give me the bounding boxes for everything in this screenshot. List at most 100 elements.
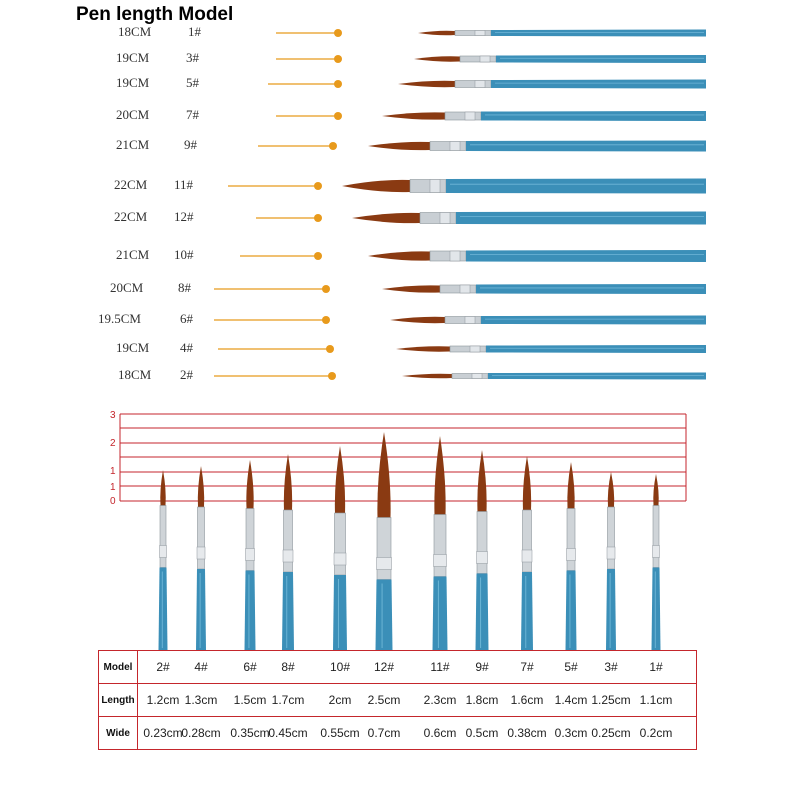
wide-cell: 0.6cm (423, 726, 457, 740)
row-model-label: 1# (188, 24, 201, 39)
ferrule-crimp (429, 179, 441, 193)
row-model-label: 5# (186, 75, 199, 90)
wide-cell: 0.35cm (230, 726, 270, 740)
length-cell: 1.5cm (233, 693, 267, 707)
row-length-label: 20CM (110, 280, 144, 295)
length-cell: 2.3cm (423, 693, 457, 707)
model-cell: 2# (156, 660, 170, 674)
wide-cell: 0.2cm (639, 726, 673, 740)
wide-cell: 0.23cm (143, 726, 183, 740)
row-model-label: 8# (178, 280, 191, 295)
row-model-label: 11# (174, 177, 194, 192)
model-cell: 11# (430, 660, 450, 674)
bristle (396, 346, 450, 352)
bristle (402, 373, 452, 379)
model-row: Model 2# 4# 6# 8# 10# 12# 11# 9# 7# 5# 3# 1# (98, 650, 697, 684)
pointer-dot (334, 29, 342, 37)
handle (521, 572, 533, 650)
bristle (368, 141, 430, 151)
handle (481, 315, 706, 325)
ferrule (451, 373, 489, 379)
bristle (246, 460, 254, 509)
bristle (418, 30, 455, 36)
pointer-dot (314, 214, 322, 222)
scale-tick-label: 0 (110, 496, 116, 507)
length-row: Length 1.2cm 1.3cm 1.5cm 1.7cm 2cm 2.5cm 2.3cm… (98, 683, 697, 717)
wide-cell: 0.25cm (591, 726, 631, 740)
wide-cell: 0.45cm (268, 726, 308, 740)
model-cell: 3# (604, 660, 618, 674)
model-cell: 9# (475, 660, 489, 674)
pointer-dot (322, 316, 330, 324)
ferrule (454, 80, 492, 88)
ferrule-crimp (469, 345, 481, 353)
ferrule-crimp (464, 316, 476, 324)
handle (244, 570, 256, 650)
row-model-label: 9# (184, 137, 197, 152)
bristle (567, 462, 575, 509)
bristle (283, 454, 293, 510)
bristle (382, 112, 445, 120)
bristle (352, 212, 420, 224)
wide-cell: 0.5cm (465, 726, 499, 740)
ferrule-crimp (652, 545, 660, 558)
length-cell: 1.25cm (591, 693, 631, 707)
bristle (334, 446, 346, 513)
model-cell: 7# (520, 660, 534, 674)
bristle (382, 285, 440, 293)
bristle (342, 179, 410, 193)
handle (491, 29, 706, 37)
wide-cell: 0.3cm (554, 726, 588, 740)
ferrule-crimp (333, 552, 347, 566)
scale-tick-label: 1 (110, 466, 116, 477)
ferrule-crimp (439, 212, 451, 224)
handle (606, 569, 616, 650)
pointer-dot (334, 112, 342, 120)
ferrule-crimp (459, 284, 471, 294)
length-cell: 1.2cm (146, 693, 180, 707)
ferrule-crimp (376, 557, 392, 570)
page-title: Pen length Model (76, 4, 234, 25)
handle (565, 570, 577, 650)
bristle (377, 432, 391, 518)
ferrule (409, 179, 447, 193)
row-model-label: 7# (186, 107, 199, 122)
row-length-label: 22CM (114, 177, 148, 192)
handle (486, 345, 706, 353)
bristle (434, 436, 446, 515)
ferrule (444, 111, 482, 121)
row-length-label: 19CM (116, 75, 150, 90)
ferrule (159, 505, 167, 568)
ferrule-crimp (433, 554, 447, 567)
ferrule (429, 141, 467, 151)
model-cell: 10# (329, 660, 351, 674)
handle (481, 111, 706, 121)
handle (488, 372, 706, 380)
row-model-label: 10# (174, 247, 194, 262)
model-row-header: Model (98, 650, 138, 684)
ferrule (566, 508, 576, 571)
model-cell: 8# (281, 660, 295, 674)
length-cell: 1.6cm (510, 693, 544, 707)
ferrule-crimp (449, 141, 461, 151)
handle (375, 579, 393, 650)
handle (196, 569, 206, 650)
handle (496, 55, 706, 63)
ferrule (652, 505, 660, 568)
length-cell: 1.4cm (554, 693, 588, 707)
row-length-label: 20CM (116, 107, 150, 122)
row-model-label: 3# (186, 50, 199, 65)
row-length-label: 21CM (116, 247, 150, 262)
length-cell: 1.1cm (639, 693, 673, 707)
handle (651, 567, 661, 650)
ferrule (607, 506, 615, 570)
ferrule (429, 250, 467, 262)
length-cell: 2.5cm (367, 693, 401, 707)
ferrule (419, 212, 457, 224)
handle (158, 567, 168, 650)
pointer-dot (326, 345, 334, 353)
ferrule (197, 506, 205, 570)
wide-cell: 0.55cm (320, 726, 360, 740)
ferrule-crimp (159, 545, 167, 558)
